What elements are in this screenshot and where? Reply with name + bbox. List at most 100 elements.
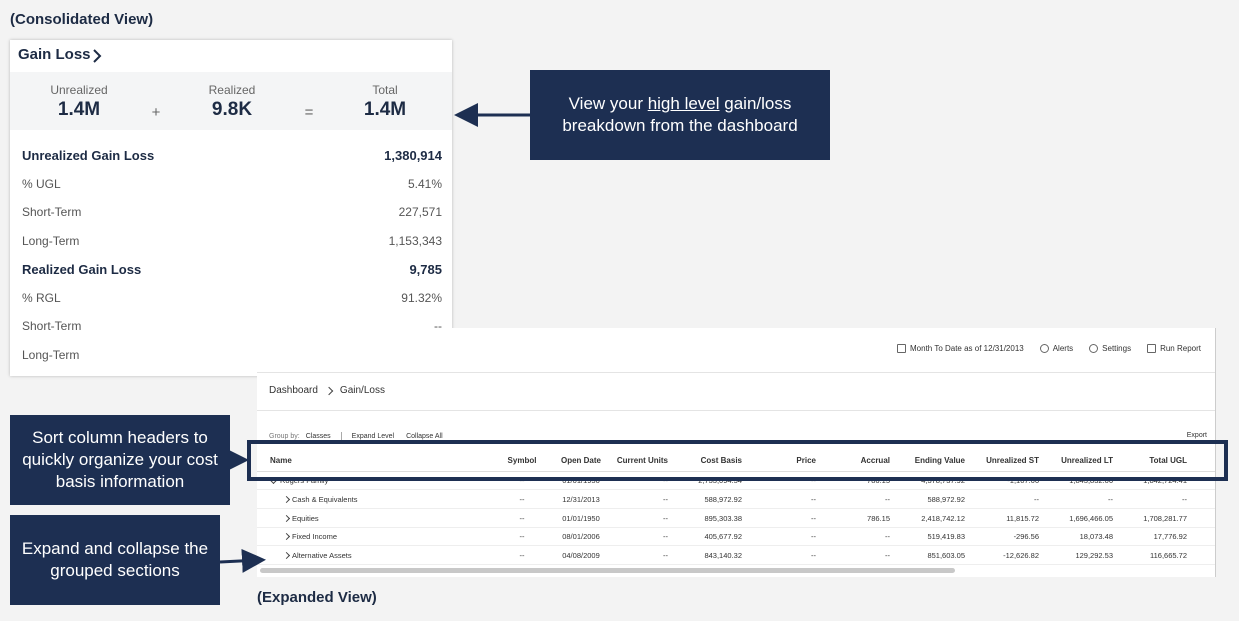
cell: --	[663, 494, 668, 504]
cell: --	[1108, 494, 1113, 504]
expand-level-button[interactable]: Expand Level	[351, 432, 395, 440]
breadcrumb-item[interactable]: Dashboard	[269, 385, 318, 396]
column-header[interactable]: Cost Basis	[700, 456, 742, 465]
topbar-item[interactable]: Settings	[1089, 344, 1131, 353]
summary-operator: =	[304, 104, 314, 121]
cell: --	[663, 513, 668, 523]
row-value: 1,380,914	[384, 148, 442, 163]
column-header[interactable]: Accrual	[860, 456, 890, 465]
summary-band	[10, 72, 452, 130]
cell: --	[519, 551, 525, 561]
callout-expand: Expand and collapse the grouped sections	[10, 515, 220, 605]
column-header[interactable]: Unrealized LT	[1061, 456, 1113, 465]
header-highlight	[247, 440, 1228, 481]
cell: 2,418,742.12	[921, 513, 965, 523]
topbar-label: Month To Date as of 12/31/2013	[910, 344, 1024, 353]
topbar-item[interactable]: Alerts	[1039, 344, 1073, 353]
breadcrumb: Dashboard Gain/Loss	[269, 385, 385, 396]
cell: 17,776.92	[1153, 532, 1187, 542]
cell: 12/31/2013	[562, 494, 600, 504]
callout-text: Expand and collapse the grouped sections	[21, 539, 209, 580]
cell: 11,815.72	[1006, 513, 1039, 523]
scrollbar[interactable]	[260, 568, 955, 573]
column-header[interactable]: Name	[270, 456, 292, 465]
collapse-all-button[interactable]: Collapse All	[406, 432, 443, 440]
cell: Alternative Assets	[292, 551, 352, 561]
summary-value: 9.8K	[211, 99, 253, 120]
column-header[interactable]: Total UGL	[1149, 456, 1187, 465]
cell: 851,603.05	[927, 551, 965, 561]
cell: Equities	[292, 513, 319, 523]
row-value: 227,571	[398, 205, 442, 219]
group-by-label: Group by:	[269, 432, 300, 440]
column-header[interactable]: Ending Value	[914, 456, 965, 465]
cell: 405,677.92	[704, 532, 742, 542]
icon	[1147, 344, 1157, 353]
cell: 843,140.32	[704, 551, 742, 561]
cell: 1,696,466.05	[1069, 513, 1113, 523]
cell: 786.15	[867, 513, 890, 523]
cell: 01/01/1950	[562, 513, 600, 523]
summary-label: Unrealized	[50, 83, 108, 97]
cell: --	[663, 532, 668, 542]
card-title[interactable]: Gain Loss	[18, 46, 91, 63]
gain-loss-card: Gain Loss Unrealized 1.4M Realized 9.8K Tota…	[10, 40, 452, 376]
cell: Fixed Income	[292, 532, 338, 542]
divider	[257, 410, 1215, 411]
callout-link: high level	[647, 94, 720, 113]
cell: 116,665.72	[1150, 551, 1187, 561]
topbar-item[interactable]: Month To Date as of 12/31/2013	[897, 344, 1024, 353]
cell: 895,303.38	[704, 513, 742, 523]
chevron-icon	[93, 49, 102, 63]
summary-value: 1.4M	[363, 99, 407, 120]
row-divider	[257, 526, 1215, 528]
group-by-select[interactable]: Classes	[305, 432, 331, 440]
cell: --	[519, 513, 525, 523]
summary-label: Realized	[208, 83, 256, 97]
callout-dashboard: View your high level gain/loss breakdown…	[530, 70, 830, 160]
topbar: Month To Date as of 12/31/2013 Alerts Sett…	[897, 344, 1201, 353]
callout-sort: Sort column headers to quickly organize …	[10, 415, 230, 505]
cell: --	[811, 494, 816, 504]
cell: --	[885, 551, 890, 561]
column-header[interactable]: Current Units	[616, 456, 668, 465]
summary-operator: +	[151, 104, 161, 121]
cell: 588,972.92	[927, 494, 965, 504]
column-header[interactable]: Unrealized ST	[986, 456, 1039, 465]
cell: 588,972.92	[704, 494, 742, 504]
cell: --	[811, 513, 816, 523]
row-divider	[257, 507, 1215, 509]
divider	[257, 372, 1215, 373]
row-value: 9,785	[409, 262, 442, 277]
row-label: Short-Term	[22, 319, 82, 333]
cell: --	[519, 494, 525, 504]
cell: --	[663, 551, 668, 561]
cell: -296.56	[1013, 532, 1039, 542]
cell: 129,292.53	[1075, 551, 1113, 561]
cell: 1,708,281.77	[1143, 513, 1187, 523]
row-label: % RGL	[22, 290, 61, 305]
column-header[interactable]: Open Date	[560, 456, 601, 465]
cell: --	[519, 532, 525, 542]
export-button[interactable]: Export	[1186, 432, 1207, 439]
topbar-label: Settings	[1102, 344, 1132, 353]
icon	[1089, 344, 1099, 353]
cell: --	[811, 551, 816, 561]
row-value: 91.32%	[401, 290, 442, 305]
row-label: Short-Term	[22, 205, 82, 219]
row-label: % UGL	[22, 176, 61, 191]
row-value: 1,153,343	[388, 233, 442, 248]
header-row	[257, 452, 1215, 472]
topbar-item[interactable]: Run Report	[1147, 344, 1201, 353]
cell: --	[811, 532, 816, 542]
topbar-label: Run Report	[1160, 344, 1201, 353]
column-header[interactable]: Symbol	[507, 456, 537, 465]
row-value: --	[434, 319, 442, 333]
column-header[interactable]: Price	[796, 456, 816, 465]
callout-text: View your	[568, 94, 648, 113]
cell: --	[1182, 494, 1187, 504]
icon	[897, 344, 906, 353]
consolidated-heading: (Consolidated View)	[10, 11, 154, 28]
